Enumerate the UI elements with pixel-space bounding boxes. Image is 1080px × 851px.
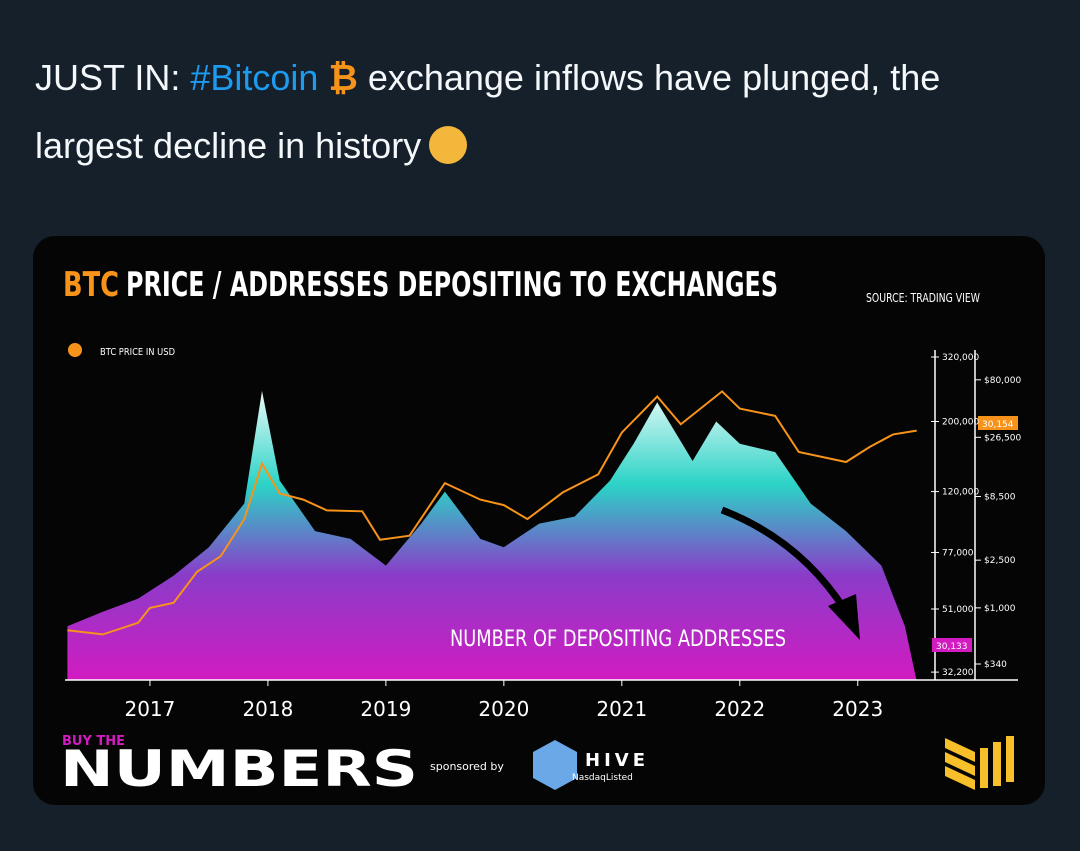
y2-tick-label: $80,000 bbox=[984, 376, 1021, 386]
x-tick-label: 2017 bbox=[124, 697, 175, 721]
source: SOURCE: TRADING VIEW bbox=[866, 291, 980, 305]
x-tick-label: 2019 bbox=[360, 697, 411, 721]
tweet-prefix: JUST IN: bbox=[35, 57, 181, 98]
sponsor-sub: NasdaqListed bbox=[572, 773, 633, 783]
address-highlight bbox=[932, 638, 972, 652]
x-tick-label: 2023 bbox=[832, 697, 883, 721]
brand-small: BUY THE bbox=[62, 734, 125, 749]
x-tick-label: 2020 bbox=[478, 697, 529, 721]
sponsor: HIVE bbox=[585, 750, 649, 771]
y-tick-label: 200,000 bbox=[942, 417, 979, 427]
price-highlight bbox=[978, 416, 1018, 430]
card-bg bbox=[33, 236, 1045, 805]
y2-tick-label: $340 bbox=[984, 660, 1007, 670]
y-tick-label: 320,000 bbox=[942, 353, 979, 363]
legend-label: BTC PRICE IN USD bbox=[100, 347, 175, 358]
line bbox=[67, 390, 917, 636]
arrow bbox=[720, 506, 848, 612]
address-highlight-label: 30,133 bbox=[936, 642, 968, 652]
legend-marker bbox=[68, 343, 82, 357]
sponsored: sponsored by bbox=[430, 760, 504, 773]
x-tick-label: 2021 bbox=[596, 697, 647, 721]
area bbox=[67, 390, 917, 682]
y-tick-label: 77,000 bbox=[942, 548, 974, 558]
emoji bbox=[429, 126, 468, 164]
y-tick-label: 51,000 bbox=[942, 605, 974, 615]
y2-tick-label: $8,500 bbox=[984, 492, 1016, 502]
hive-logo bbox=[533, 740, 577, 790]
arrow-head bbox=[828, 594, 860, 640]
y-tick-label: 32,200 bbox=[942, 668, 974, 678]
hashtag[interactable]: #Bitcoin bbox=[190, 57, 319, 98]
area-annotation: NUMBER OF DEPOSITING ADDRESSES bbox=[450, 627, 786, 652]
bitcoin-emoji: ₿ bbox=[328, 57, 358, 98]
tweet-text: JUST IN: #Bitcoin ₿ exchange inflows hav… bbox=[35, 44, 1035, 180]
x-tick-label: 2018 bbox=[242, 697, 293, 721]
title: PRICE / ADDRESSES DEPOSITING TO EXCHANGE… bbox=[126, 265, 778, 305]
brand-big: NUMBERS bbox=[60, 740, 418, 798]
y-tick-label: 120,000 bbox=[942, 488, 979, 498]
y2-tick-label: $1,000 bbox=[984, 604, 1016, 614]
x-tick-label: 2022 bbox=[714, 697, 765, 721]
y2-tick-label: $2,500 bbox=[984, 556, 1016, 566]
tweet-body: exchange inflows have plunged, the large… bbox=[35, 57, 941, 166]
price-highlight-label: 30,154 bbox=[982, 420, 1014, 430]
y2-tick-label: $26,500 bbox=[984, 433, 1021, 443]
title-highlight: BTC bbox=[63, 265, 119, 305]
brand-logo bbox=[945, 736, 1014, 790]
